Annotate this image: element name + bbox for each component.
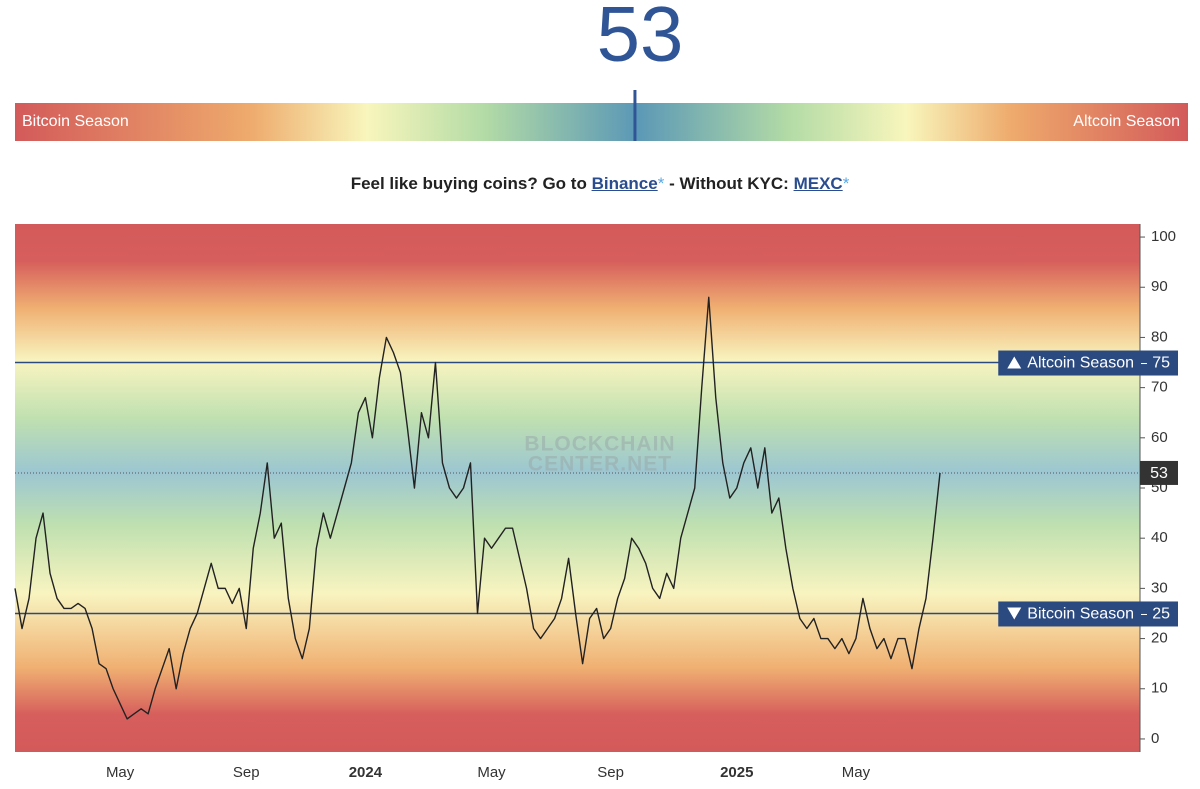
index-value: 53: [597, 0, 684, 78]
x-tick-label: May: [477, 764, 506, 781]
gauge-left-label: Bitcoin Season: [22, 113, 129, 130]
y-tick-label: 20: [1151, 630, 1168, 647]
y-tick-label: 100: [1151, 228, 1176, 245]
reference-value: 75: [1152, 355, 1170, 372]
arrow-icon: [1007, 607, 1022, 620]
x-tick-label: May: [842, 764, 871, 781]
y-tick-label: 10: [1151, 680, 1168, 697]
gauge-bar: [15, 103, 1188, 141]
x-tick-label: May: [106, 764, 135, 781]
y-tick-label: 0: [1151, 730, 1159, 747]
y-tick-label: 60: [1151, 429, 1168, 446]
y-tick-label: 70: [1151, 379, 1168, 396]
reference-value: 25: [1152, 606, 1170, 623]
promo-text: - Without KYC:: [669, 174, 789, 193]
arrow-icon: [1007, 356, 1022, 369]
x-tick-label: 2024: [349, 764, 383, 781]
current-label: 53: [1150, 465, 1168, 482]
asterisk: *: [657, 174, 665, 193]
plot-background: [15, 224, 1140, 752]
binance-link[interactable]: Binance: [591, 174, 658, 193]
reference-label-box: [998, 350, 1178, 376]
reference-label: Bitcoin Season: [1027, 606, 1134, 623]
y-tick-label: 40: [1151, 529, 1168, 546]
x-tick-label: Sep: [597, 764, 624, 781]
y-tick-label: 90: [1151, 278, 1168, 295]
x-tick-label: 2025: [720, 764, 753, 781]
promo: Feel like buying coins? Go to Binance* -…: [0, 174, 1200, 194]
x-tick-label: Sep: [233, 764, 260, 781]
asterisk: *: [842, 174, 850, 193]
gauge-right-label: Altcoin Season: [1073, 113, 1180, 130]
mexc-link[interactable]: MEXC: [793, 174, 843, 193]
index-line: [14, 296, 941, 720]
watermark: BLOCKCHAIN: [524, 433, 675, 456]
y-tick-label: 30: [1151, 579, 1168, 596]
y-tick-label: 80: [1151, 328, 1168, 345]
reference-label-box: [998, 601, 1178, 627]
watermark: CENTER.NET: [528, 453, 672, 476]
current-label-box: [1140, 460, 1178, 485]
reference-label: Altcoin Season: [1027, 355, 1134, 372]
promo-text: Feel like buying coins? Go to: [350, 174, 587, 193]
